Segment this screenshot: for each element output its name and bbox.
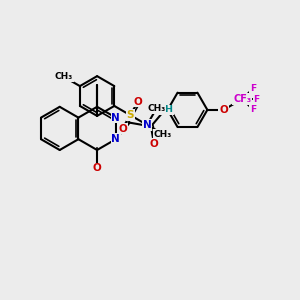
Text: N: N xyxy=(111,112,120,123)
Text: F: F xyxy=(250,84,256,93)
Text: S: S xyxy=(127,110,134,120)
Text: CH₃: CH₃ xyxy=(154,130,172,139)
Text: CH₃: CH₃ xyxy=(55,72,73,81)
Text: O: O xyxy=(150,139,158,149)
Text: O: O xyxy=(93,164,101,173)
Text: N: N xyxy=(143,120,152,130)
Text: N: N xyxy=(111,134,120,144)
Text: F: F xyxy=(253,94,260,103)
Text: O: O xyxy=(219,105,228,115)
Text: O: O xyxy=(118,124,127,134)
Text: F: F xyxy=(250,105,256,114)
Text: O: O xyxy=(134,97,142,107)
Text: CF₃: CF₃ xyxy=(233,94,251,104)
Text: CH₃: CH₃ xyxy=(147,104,165,113)
Text: NH: NH xyxy=(157,105,173,114)
